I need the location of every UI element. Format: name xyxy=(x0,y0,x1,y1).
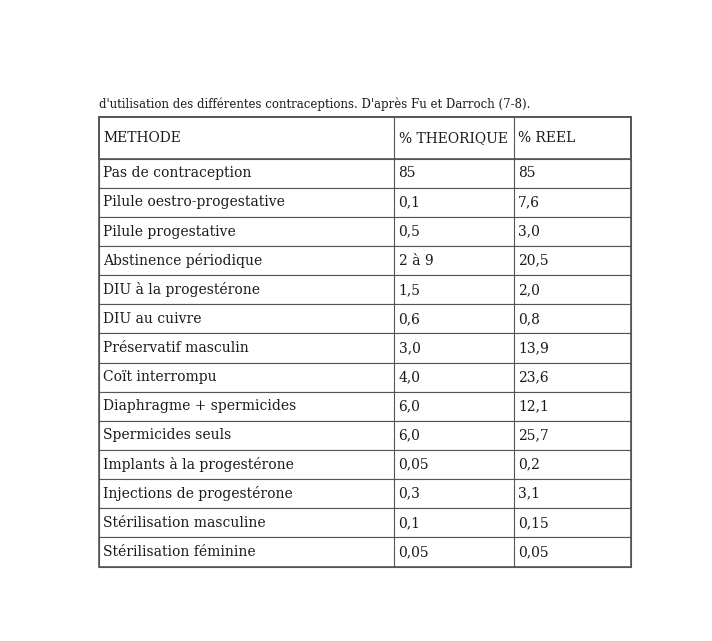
Text: 0,05: 0,05 xyxy=(399,545,429,559)
Bar xyxy=(99,479,631,508)
Bar xyxy=(99,117,631,159)
Text: 12,1: 12,1 xyxy=(518,399,549,413)
Bar xyxy=(99,188,631,217)
Text: 13,9: 13,9 xyxy=(518,341,549,355)
Text: 0,2: 0,2 xyxy=(518,458,540,472)
Text: 85: 85 xyxy=(518,166,535,180)
Bar xyxy=(99,508,631,537)
Text: 3,1: 3,1 xyxy=(518,487,540,501)
Bar xyxy=(99,217,631,246)
Text: Injections de progestérone: Injections de progestérone xyxy=(103,487,293,501)
Text: % THEORIQUE: % THEORIQUE xyxy=(399,131,508,145)
Text: Pilule oestro-progestative: Pilule oestro-progestative xyxy=(103,196,286,210)
Text: 0,6: 0,6 xyxy=(399,312,421,326)
Text: DIU au cuivre: DIU au cuivre xyxy=(103,312,201,326)
Text: 1,5: 1,5 xyxy=(399,283,421,297)
Bar xyxy=(99,363,631,392)
Text: d'utilisation des différentes contraceptions. D'après Fu et Darroch (7-8).: d'utilisation des différentes contracept… xyxy=(99,98,530,112)
Text: Pas de contraception: Pas de contraception xyxy=(103,166,252,180)
Text: 0,15: 0,15 xyxy=(518,516,549,530)
Text: 23,6: 23,6 xyxy=(518,370,549,384)
Bar xyxy=(99,333,631,363)
Text: Préservatif masculin: Préservatif masculin xyxy=(103,341,249,355)
Text: 85: 85 xyxy=(399,166,416,180)
Text: 4,0: 4,0 xyxy=(399,370,421,384)
Bar xyxy=(99,246,631,275)
Text: 7,6: 7,6 xyxy=(518,196,540,210)
Text: 2,0: 2,0 xyxy=(518,283,540,297)
Text: 0,05: 0,05 xyxy=(399,458,429,472)
Text: 3,0: 3,0 xyxy=(399,341,421,355)
Text: 0,1: 0,1 xyxy=(399,196,421,210)
Text: 6,0: 6,0 xyxy=(399,428,421,442)
Text: Diaphragme + spermicides: Diaphragme + spermicides xyxy=(103,399,297,413)
Text: DIU à la progestérone: DIU à la progestérone xyxy=(103,282,261,297)
Text: 0,8: 0,8 xyxy=(518,312,540,326)
Bar xyxy=(99,537,631,567)
Text: METHODE: METHODE xyxy=(103,131,182,145)
Text: Stérilisation masculine: Stérilisation masculine xyxy=(103,516,266,530)
Text: Abstinence périodique: Abstinence périodique xyxy=(103,253,263,268)
Text: 25,7: 25,7 xyxy=(518,428,549,442)
Text: 20,5: 20,5 xyxy=(518,254,549,268)
Bar xyxy=(99,450,631,479)
Text: 6,0: 6,0 xyxy=(399,399,421,413)
Text: 0,05: 0,05 xyxy=(518,545,549,559)
Text: 2 à 9: 2 à 9 xyxy=(399,254,433,268)
Text: Spermicides seuls: Spermicides seuls xyxy=(103,428,231,442)
Bar xyxy=(99,392,631,421)
Text: Stérilisation féminine: Stérilisation féminine xyxy=(103,545,256,559)
Text: 0,5: 0,5 xyxy=(399,224,421,238)
Text: 3,0: 3,0 xyxy=(518,224,540,238)
Bar xyxy=(99,421,631,450)
Text: Implants à la progestérone: Implants à la progestérone xyxy=(103,457,294,472)
Bar xyxy=(99,275,631,304)
Text: Coït interrompu: Coït interrompu xyxy=(103,370,217,384)
Bar xyxy=(99,304,631,333)
Bar xyxy=(99,159,631,188)
Text: Pilule progestative: Pilule progestative xyxy=(103,224,236,238)
Text: 0,1: 0,1 xyxy=(399,516,421,530)
Text: 0,3: 0,3 xyxy=(399,487,421,501)
Text: % REEL: % REEL xyxy=(518,131,575,145)
